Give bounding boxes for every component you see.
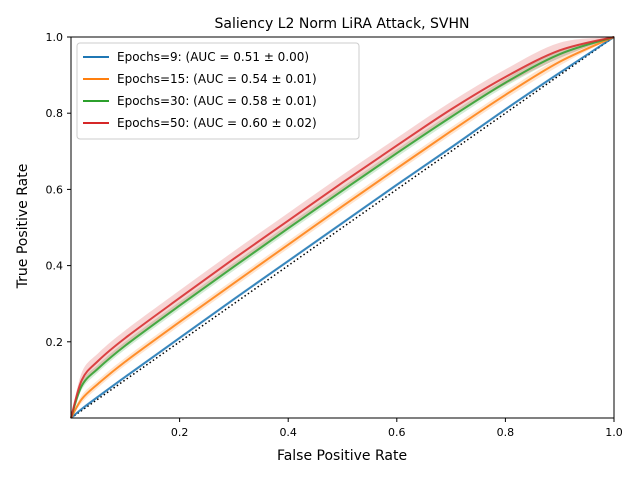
- x-tick-label: 0.6: [388, 426, 406, 439]
- legend-entry-0: Epochs=9: (AUC = 0.51 ± 0.00): [117, 50, 309, 64]
- series-line-1: [70, 36, 615, 419]
- y-tick-label: 0.2: [46, 336, 64, 349]
- x-tick-label: 1.0: [605, 426, 623, 439]
- y-axis-ticks: 0.2 0.4 0.6 0.8 1.0: [46, 31, 71, 349]
- legend-entry-2: Epochs=30: (AUC = 0.58 ± 0.01): [117, 94, 317, 108]
- x-tick-label: 0.4: [279, 426, 297, 439]
- y-axis-label: True Positive Rate: [15, 164, 31, 290]
- legend-entry-3: Epochs=50: (AUC = 0.60 ± 0.02): [117, 116, 317, 130]
- x-tick-label: 0.8: [497, 426, 515, 439]
- plot-area-frame: [70, 36, 615, 419]
- x-axis-ticks: 0.2 0.4 0.6 0.8 1.0: [171, 418, 623, 439]
- legend: Epochs=9: (AUC = 0.51 ± 0.00) Epochs=15: …: [76, 42, 360, 140]
- x-axis-label: False Positive Rate: [277, 448, 407, 464]
- legend-box: [76, 42, 360, 140]
- series-line-3: [70, 36, 615, 419]
- chart-title: Saliency L2 Norm LiRA Attack, SVHN: [215, 16, 470, 32]
- y-tick-label: 0.6: [46, 183, 64, 196]
- series-lines: [70, 36, 615, 419]
- series-line-2: [70, 36, 615, 419]
- y-tick-label: 0.4: [46, 260, 64, 273]
- legend-entry-1: Epochs=15: (AUC = 0.54 ± 0.01): [117, 72, 317, 86]
- series-line-0: [70, 36, 615, 419]
- x-tick-label: 0.2: [171, 426, 189, 439]
- y-tick-label: 0.8: [46, 107, 64, 120]
- y-tick-label: 1.0: [46, 31, 64, 44]
- chance-baseline: [70, 36, 615, 419]
